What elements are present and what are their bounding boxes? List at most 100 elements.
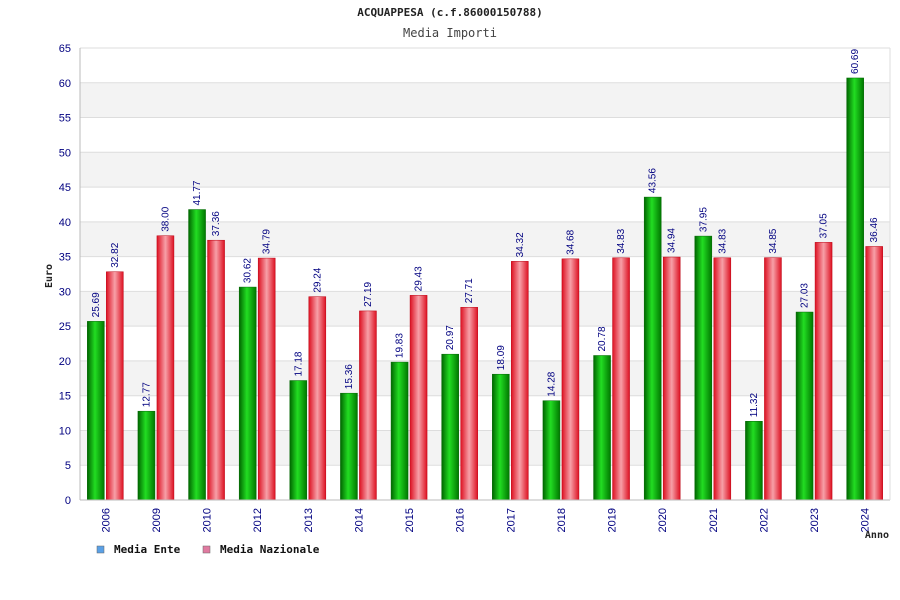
data-label: 30.62 bbox=[243, 258, 254, 283]
y-tick-label: 60 bbox=[59, 78, 71, 90]
grid-band bbox=[80, 152, 890, 188]
bar-media-ente bbox=[188, 209, 206, 501]
data-label: 29.24 bbox=[312, 267, 323, 292]
bar-media-nazionale bbox=[865, 246, 883, 501]
data-label: 37.05 bbox=[819, 213, 830, 238]
bar-media-ente bbox=[87, 321, 105, 501]
y-tick-labels: 0 5 10 15 20 25 30 35 40 45 50 55 60 65 bbox=[59, 43, 71, 507]
data-label: 15.36 bbox=[344, 364, 355, 389]
bar-media-ente bbox=[694, 235, 713, 501]
x-tick-label: 2023 bbox=[809, 508, 821, 532]
bar-media-ente bbox=[593, 355, 611, 501]
legend-label: Media Nazionale bbox=[220, 543, 320, 556]
bar-media-ente bbox=[340, 392, 358, 501]
bar-media-ente bbox=[795, 311, 814, 501]
y-axis-label: Euro bbox=[44, 264, 55, 288]
bar-media-nazionale bbox=[207, 239, 225, 501]
bar-media-nazionale bbox=[460, 307, 478, 501]
bar-media-ente bbox=[441, 353, 459, 501]
bar-media-ente bbox=[390, 361, 409, 501]
data-label: 19.83 bbox=[395, 333, 406, 358]
data-label: 37.36 bbox=[211, 211, 222, 236]
y-tick-label: 50 bbox=[59, 147, 71, 159]
y-tick-label: 65 bbox=[59, 43, 71, 55]
x-tick-label: 2010 bbox=[202, 508, 214, 532]
y-tick-label: 35 bbox=[59, 252, 71, 264]
bar-media-ente bbox=[137, 410, 156, 501]
y-tick-label: 20 bbox=[59, 356, 71, 368]
bar-media-nazionale bbox=[257, 257, 276, 501]
y-tick-label: 40 bbox=[59, 217, 71, 229]
bar-media-ente bbox=[238, 286, 257, 501]
data-label: 34.85 bbox=[768, 228, 779, 253]
y-tick-label: 15 bbox=[59, 391, 71, 403]
bar-media-nazionale bbox=[511, 261, 529, 501]
data-label: 27.19 bbox=[363, 281, 374, 306]
x-tick-label: 2013 bbox=[303, 508, 315, 532]
y-tick-label: 45 bbox=[59, 182, 71, 194]
y-tick-label: 25 bbox=[59, 321, 71, 333]
axes bbox=[79, 48, 891, 501]
data-label: 11.32 bbox=[749, 393, 760, 418]
x-tick-label: 2006 bbox=[100, 508, 112, 532]
data-label: 27.71 bbox=[464, 278, 475, 303]
data-label: 43.56 bbox=[648, 168, 659, 193]
chart-title: ACQUAPPESA (c.f.86000150788) bbox=[357, 6, 542, 19]
x-tick-label: 2022 bbox=[758, 508, 770, 532]
y-tick-label: 30 bbox=[59, 286, 71, 298]
data-label: 37.95 bbox=[698, 207, 709, 232]
x-tick-label: 2020 bbox=[657, 508, 669, 532]
data-label: 12.77 bbox=[141, 382, 152, 407]
bar-media-nazionale bbox=[764, 257, 782, 501]
bar-media-nazionale bbox=[308, 296, 327, 501]
data-label: 14.28 bbox=[546, 371, 557, 396]
plot-background bbox=[80, 82, 890, 466]
y-tick-label: 5 bbox=[65, 460, 71, 472]
grid-band bbox=[80, 82, 890, 118]
data-label: 34.68 bbox=[565, 229, 576, 254]
data-label: 36.46 bbox=[869, 217, 880, 242]
x-tick-label: 2021 bbox=[708, 508, 720, 532]
data-label: 60.69 bbox=[850, 49, 861, 74]
bar-media-nazionale bbox=[662, 256, 681, 501]
bar-media-ente bbox=[289, 380, 308, 501]
chart-subtitle: Media Importi bbox=[403, 26, 497, 40]
data-label: 34.83 bbox=[616, 228, 627, 253]
bar-media-nazionale bbox=[612, 257, 630, 501]
bar-media-nazionale bbox=[106, 271, 124, 501]
y-tick-label: 10 bbox=[59, 425, 71, 437]
data-labels: 25.69 32.82 12.77 38.00 41.77 37.36 30.62 34.79… bbox=[91, 49, 880, 418]
bar-media-ente bbox=[745, 421, 763, 501]
data-label: 27.03 bbox=[800, 283, 811, 308]
data-label: 32.82 bbox=[110, 242, 121, 267]
bars bbox=[87, 77, 883, 501]
legend: Media Ente Media Nazionale bbox=[96, 543, 320, 556]
x-tick-label: 2017 bbox=[505, 508, 517, 532]
bar-media-nazionale bbox=[359, 310, 377, 501]
x-tick-label: 2024 bbox=[860, 508, 872, 532]
y-tick-label: 0 bbox=[65, 495, 71, 507]
x-tick-labels: 2006 2009 2010 2012 2013 2014 2015 2016 2017 2018… bbox=[100, 508, 871, 532]
legend-swatch bbox=[202, 545, 211, 554]
data-label: 25.69 bbox=[91, 292, 102, 317]
x-tick-label: 2015 bbox=[404, 508, 416, 532]
bar-media-nazionale bbox=[713, 257, 732, 501]
legend-label: Media Ente bbox=[114, 543, 181, 556]
x-tick-label: 2019 bbox=[607, 508, 619, 532]
data-label: 34.32 bbox=[515, 232, 526, 257]
data-label: 34.79 bbox=[262, 229, 273, 254]
x-tick-label: 2016 bbox=[455, 508, 467, 532]
legend-swatch bbox=[96, 545, 105, 554]
legend-item: Media Nazionale bbox=[202, 543, 320, 556]
x-tick-label: 2014 bbox=[353, 508, 365, 532]
x-tick-label: 2018 bbox=[556, 508, 568, 532]
bar-media-nazionale bbox=[814, 242, 833, 501]
data-label: 41.77 bbox=[192, 180, 203, 205]
x-tick-label: 2009 bbox=[151, 508, 163, 532]
x-tick-label: 2012 bbox=[252, 508, 264, 532]
data-label: 20.97 bbox=[445, 325, 456, 350]
bar-media-nazionale bbox=[156, 235, 175, 501]
bar-media-ente bbox=[846, 77, 864, 501]
x-axis-label: Anno bbox=[865, 530, 889, 541]
